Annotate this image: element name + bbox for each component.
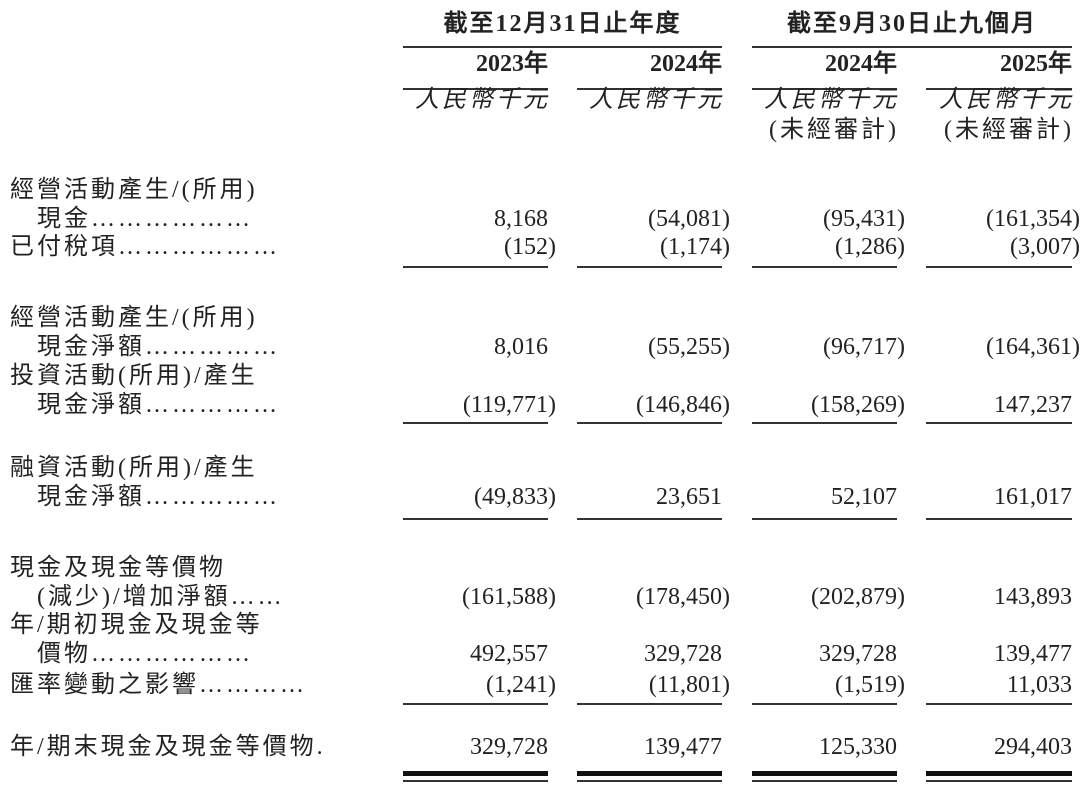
cell-value: (55,255) [648,334,730,360]
cell-value: (1,241) [486,672,556,698]
cell-value: (161,354) [986,206,1080,232]
cell-value: 329,728 [470,734,548,760]
cell-value: 147,237 [994,392,1072,418]
divider [403,422,548,424]
divider [926,780,1072,782]
cell-value: (178,450) [636,584,730,610]
divider [926,703,1072,705]
column-group-header: 截至12月31日止年度 [443,11,682,37]
row-label: 價物……………… [10,641,253,667]
cell-value: 8,016 [494,334,548,360]
divider [752,88,897,90]
divider [577,266,722,268]
divider [926,422,1072,424]
cell-value: 161,017 [994,484,1072,510]
row-label: 年/期初現金及現金等 [10,612,263,638]
cell-value: 492,557 [470,641,548,667]
divider [752,46,1072,48]
cell-value: (152) [504,234,556,260]
year-header: 2025年 [1000,51,1072,77]
divider [752,771,897,776]
divider [403,518,548,520]
divider [403,780,548,782]
row-label: 現金及現金等價物 [10,555,226,581]
cell-value: 23,651 [656,484,722,510]
divider [752,518,897,520]
cell-value: (1,174) [660,234,730,260]
divider [926,266,1072,268]
unit-label: 人民幣千元 [415,87,550,113]
cell-value: (161,588) [462,584,556,610]
divider [577,518,722,520]
year-header: 2023年 [476,51,548,77]
divider [926,771,1072,776]
cell-value: (11,801) [648,672,730,698]
column-group-header: 截至9月30日止九個月 [787,11,1037,37]
cell-value: 8,168 [494,206,548,232]
unit-label: 人民幣千元 [939,87,1074,113]
unaudited-label: (未經審計) [944,117,1074,143]
row-label: 現金……………… [10,206,253,232]
row-label: 年/期末現金及現金等價物. [10,734,326,760]
row-label: 投資活動(所用)/產生 [10,363,258,389]
divider [752,266,897,268]
cell-value: 139,477 [994,641,1072,667]
divider [403,266,548,268]
divider [752,780,897,782]
divider [577,422,722,424]
cell-value: 143,893 [994,584,1072,610]
row-label: 經營活動產生/(所用) [10,177,258,203]
cell-value: (158,269) [811,392,905,418]
row-label: 融資活動(所用)/產生 [10,455,258,481]
cell-value: (1,519) [835,672,905,698]
cell-value: (1,286) [835,234,905,260]
cell-value: (49,833) [474,484,556,510]
row-label: 現金淨額…………… [10,334,280,360]
row-label: (減少)/增加淨額…… [10,584,285,610]
divider [577,703,722,705]
cell-value: (54,081) [648,206,730,232]
year-header: 2024年 [650,51,722,77]
row-label: 現金淨額…………… [10,392,280,418]
divider [577,771,722,776]
unaudited-label: (未經審計) [769,117,899,143]
divider [403,703,548,705]
year-header: 2024年 [825,51,897,77]
divider [926,88,1072,90]
row-label: 經營活動產生/(所用) [10,305,258,331]
cell-value: (119,771) [462,392,556,418]
divider [577,780,722,782]
cell-value: 52,107 [831,484,897,510]
cell-value: 139,477 [644,734,722,760]
divider [403,46,722,48]
cell-value: 329,728 [644,641,722,667]
divider [403,771,548,776]
row-label: 匯率變動之影響………… [10,672,307,698]
divider [403,88,548,90]
divider [577,88,722,90]
cell-value: (3,007) [1010,234,1080,260]
row-label: 現金淨額…………… [10,484,280,510]
cell-value: 125,330 [819,734,897,760]
cell-value: (95,431) [823,206,905,232]
divider [752,703,897,705]
cell-value: 294,403 [994,734,1072,760]
unit-label: 人民幣千元 [589,87,724,113]
cell-value: 329,728 [819,641,897,667]
cell-value: 11,033 [1006,672,1072,698]
unit-label: 人民幣千元 [764,87,899,113]
cell-value: (96,717) [823,334,905,360]
row-label: 已付稅項……………… [10,234,280,260]
cell-value: (164,361) [986,334,1080,360]
divider [752,422,897,424]
divider [926,518,1072,520]
cell-value: (146,846) [636,392,730,418]
cell-value: (202,879) [811,584,905,610]
